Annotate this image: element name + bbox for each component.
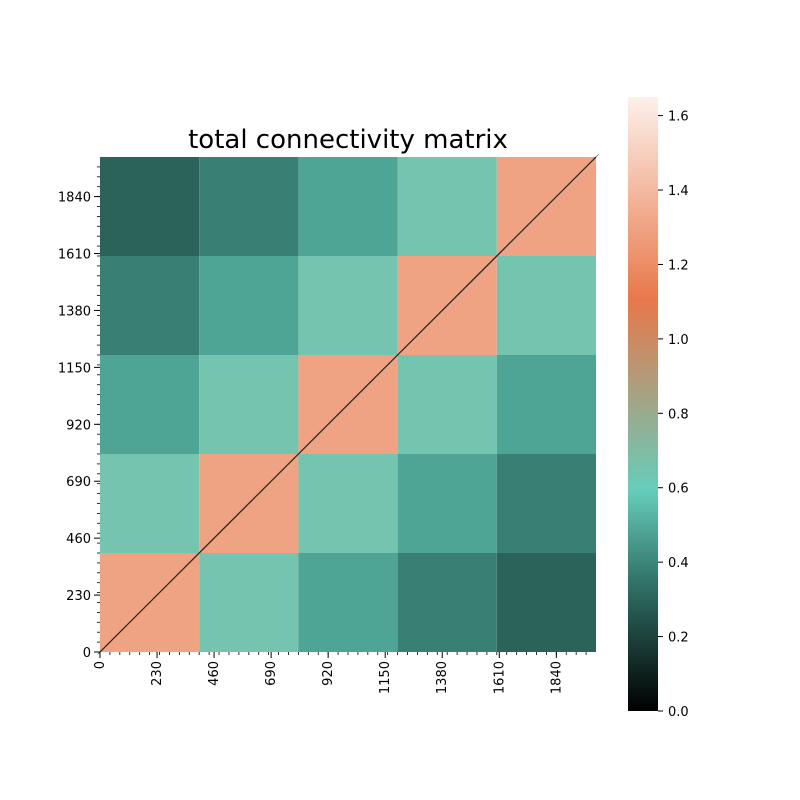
heatmap-cell-2-3 [397, 355, 497, 454]
y-tick-label: 1380 [58, 304, 91, 319]
x-tick-label: 1840 [549, 661, 564, 694]
y-tick-label: 1840 [58, 191, 91, 206]
near-diagonal-1 [102, 154, 599, 650]
y-tick-label: 460 [66, 532, 91, 547]
diagonal-lines [97, 154, 599, 655]
heatmap-cell-1-4 [496, 454, 596, 553]
x-tick-label: 230 [150, 661, 165, 686]
heatmap-cell-0-1 [199, 553, 299, 652]
colorbar-tick-label: 1.2 [668, 258, 689, 273]
heatmap-cell-4-3 [397, 157, 497, 256]
y-tick-label: 1150 [58, 361, 91, 376]
heatmap-cell-3-4 [496, 256, 596, 355]
colorbar-tick-label: 0.0 [668, 705, 689, 720]
colorbar-axis: 0.0 0.2 0.4 0.6 0.8 1.0 1.2 1.4 1.6 [658, 110, 689, 720]
y-tick-label: 0 [83, 646, 91, 661]
y-tick-label: 920 [66, 418, 91, 433]
x-axis: 0 230 460 690 920 1150 1380 1610 1840 [93, 652, 587, 694]
x-tick-label: 0 [93, 661, 108, 669]
y-tick-label: 690 [66, 475, 91, 490]
heatmap-cell-4-1 [199, 157, 299, 256]
heatmap-cell-3-0 [100, 256, 200, 355]
chart-title: total connectivity matrix [188, 125, 508, 155]
heatmap-cell-4-0 [100, 157, 200, 256]
heatmap-cell-0-2 [298, 553, 398, 652]
colorbar-tick-label: 0.8 [668, 407, 689, 422]
colorbar-tick-label: 0.2 [668, 631, 689, 646]
heatmap-cell-0-4 [496, 553, 596, 652]
colorbar-tick-label: 0.4 [668, 556, 689, 571]
y-axis: 0 230 460 690 920 1150 1380 1610 1840 [58, 166, 100, 661]
y-tick-label: 230 [66, 589, 91, 604]
colorbar [628, 97, 658, 711]
heatmap-cell-0-3 [397, 553, 497, 652]
x-tick-label: 1610 [492, 661, 507, 694]
x-tick-label: 920 [321, 661, 336, 686]
heatmap-cell-2-0 [100, 355, 200, 454]
heatmap-cell-1-2 [298, 454, 398, 553]
x-tick-label: 460 [207, 661, 222, 686]
heatmap [100, 157, 596, 652]
heatmap-cell-4-2 [298, 157, 398, 256]
x-tick-label: 1150 [378, 661, 393, 694]
x-tick-label: 1380 [435, 661, 450, 694]
colorbar-tick-label: 1.0 [668, 333, 689, 348]
colorbar-tick-label: 1.6 [668, 110, 689, 125]
heatmap-cell-1-3 [397, 454, 497, 553]
x-tick-label: 690 [264, 661, 279, 686]
heatmap-cell-3-2 [298, 256, 398, 355]
heatmap-cell-3-1 [199, 256, 299, 355]
heatmap-cell-1-0 [100, 454, 200, 553]
y-tick-label: 1610 [58, 248, 91, 263]
colorbar-tick-label: 1.4 [668, 184, 689, 199]
colorbar-tick-label: 0.6 [668, 482, 689, 497]
heatmap-cell-2-4 [496, 355, 596, 454]
heatmap-cell-2-1 [199, 355, 299, 454]
